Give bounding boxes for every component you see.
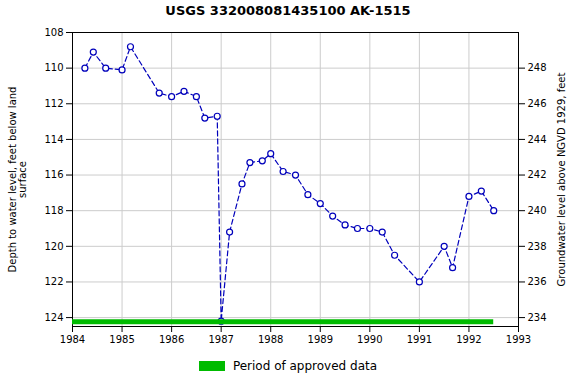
svg-text:238: 238 bbox=[528, 241, 547, 252]
svg-text:118: 118 bbox=[44, 205, 63, 216]
html-text:USGS 332008081435100 AK-1515: USGS 332008081435100 AK-1515 bbox=[165, 3, 411, 18]
svg-text:1991: 1991 bbox=[407, 334, 432, 345]
html-text:Period of approved data: Period of approved data bbox=[232, 359, 378, 373]
svg-text:244: 244 bbox=[528, 134, 547, 145]
svg-text:Depth to water level, feet bel: Depth to water level, feet below landsur… bbox=[7, 87, 28, 273]
svg-text:116: 116 bbox=[44, 169, 63, 180]
svg-text:1987: 1987 bbox=[208, 334, 233, 345]
svg-text:1985: 1985 bbox=[109, 334, 134, 345]
svg-text:120: 120 bbox=[44, 241, 63, 252]
svg-text:122: 122 bbox=[44, 276, 63, 287]
svg-text:248: 248 bbox=[528, 62, 547, 73]
svg-text:234: 234 bbox=[528, 312, 547, 323]
svg-text:1990: 1990 bbox=[357, 334, 382, 345]
svg-text:246: 246 bbox=[528, 98, 547, 109]
svg-text:1992: 1992 bbox=[456, 334, 481, 345]
svg-text:124: 124 bbox=[44, 312, 63, 323]
svg-text:1989: 1989 bbox=[308, 334, 333, 345]
svg-text:1988: 1988 bbox=[258, 334, 283, 345]
svg-text:110: 110 bbox=[44, 62, 63, 73]
svg-text:114: 114 bbox=[44, 134, 63, 145]
svg-text:236: 236 bbox=[528, 276, 547, 287]
svg-text:1986: 1986 bbox=[159, 334, 184, 345]
svg-text:112: 112 bbox=[44, 98, 63, 109]
svg-text:240: 240 bbox=[528, 205, 547, 216]
svg-text:242: 242 bbox=[528, 169, 547, 180]
svg-text:Groundwater level above NGVD 1: Groundwater level above NGVD 1929, feet bbox=[556, 73, 567, 287]
svg-text:108: 108 bbox=[44, 27, 63, 38]
svg-text:1993: 1993 bbox=[506, 334, 531, 345]
svg-text:1984: 1984 bbox=[60, 334, 85, 345]
